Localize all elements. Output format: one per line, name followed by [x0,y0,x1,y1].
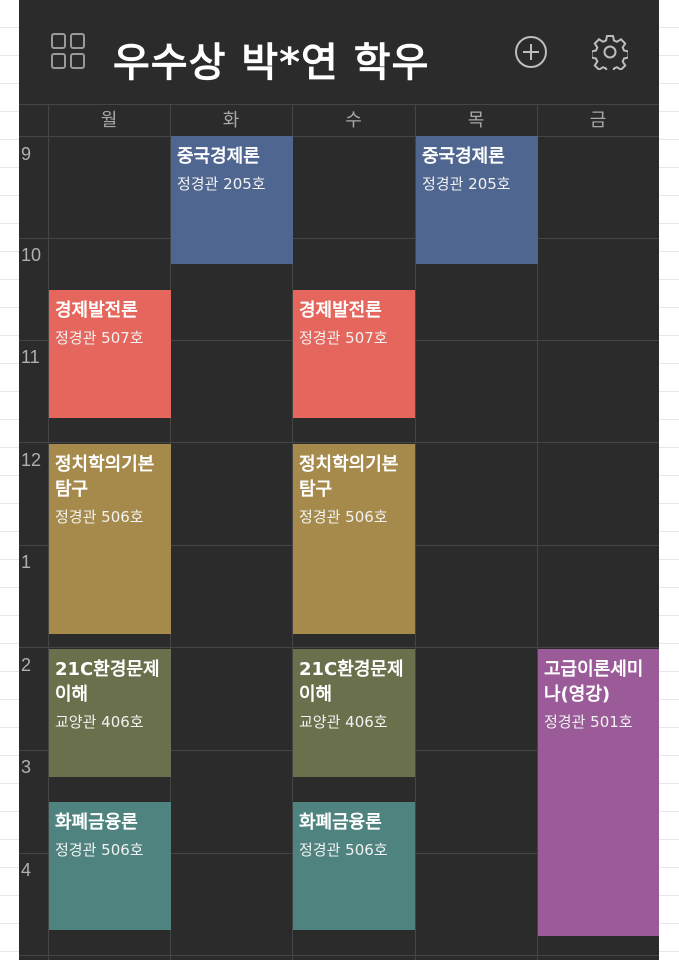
page-title: 우수상 박*연 학우 [113,40,430,86]
class-room: 정경관 506호 [55,841,144,859]
class-block[interactable]: 화폐금융론 정경관 506호 [49,802,171,930]
class-block[interactable]: 화폐금융론 정경관 506호 [293,802,415,930]
hour-label: 11 [21,347,40,367]
grid-line [19,238,659,239]
hour-label: 2 [21,655,32,675]
class-name: 경제발전론 [55,300,138,321]
class-name: 화폐금융론 [299,812,382,833]
grid-icon[interactable] [51,33,85,69]
class-name: 21C환경문제이해 [55,659,160,705]
class-room: 정경관 205호 [177,175,266,193]
class-room: 정경관 501호 [544,713,633,731]
hour-label: 9 [21,144,32,164]
class-name: 중국경제론 [177,146,260,167]
day-label-tue: 화 [222,110,240,131]
class-name: 화폐금융론 [55,812,138,833]
class-room: 정경관 507호 [299,329,388,347]
hour-label: 1 [21,552,32,572]
day-label-wed: 수 [345,110,362,131]
gear-icon[interactable] [592,34,628,70]
class-name: 고급이론세미나(영강) [544,659,644,705]
grid-line [48,104,49,960]
hour-label: 4 [21,860,32,880]
class-name: 경제발전론 [299,300,382,321]
grid-line [19,955,659,956]
class-block[interactable]: 중국경제론 정경관 205호 [171,136,293,264]
day-label-thu: 목 [467,110,485,131]
class-room: 교양관 406호 [299,713,388,731]
app-header: 우수상 박*연 학우 [19,0,659,104]
class-room: 정경관 506호 [55,508,144,526]
grid-line [19,104,659,105]
class-name: 정치학의기본탐구 [55,454,155,500]
grid-line [537,104,538,960]
grid-line [415,104,416,960]
class-block[interactable]: 고급이론세미나(영강) 정경관 501호 [538,649,659,936]
day-label-fri: 금 [589,110,607,131]
class-name: 정치학의기본탐구 [299,454,399,500]
timetable-app: 우수상 박*연 학우 월 화 수 목 금 9 10 11 12 [19,0,659,960]
class-room: 정경관 205호 [422,175,511,193]
weekday-header: 월 화 수 목 금 [19,104,659,136]
class-room: 정경관 507호 [55,329,144,347]
class-block[interactable]: 경제발전론 정경관 507호 [49,290,171,418]
class-block[interactable]: 경제발전론 정경관 507호 [293,290,415,418]
class-name: 중국경제론 [422,146,505,167]
class-room: 정경관 506호 [299,508,388,526]
hour-label: 10 [21,245,42,265]
class-name: 21C환경문제이해 [299,659,404,705]
grid-line [292,104,293,960]
class-block[interactable]: 중국경제론 정경관 205호 [416,136,538,264]
class-room: 정경관 506호 [299,841,388,859]
class-room: 교양관 406호 [55,713,144,731]
class-block[interactable]: 21C환경문제이해 교양관 406호 [49,649,171,777]
day-label-mon: 월 [100,110,118,131]
grid-line [19,647,659,648]
class-block[interactable]: 정치학의기본탐구 정경관 506호 [293,444,415,634]
hour-label: 3 [21,757,32,777]
grid-line [19,136,659,137]
class-block[interactable]: 21C환경문제이해 교양관 406호 [293,649,415,777]
class-block[interactable]: 정치학의기본탐구 정경관 506호 [49,444,171,634]
grid-line [19,442,659,443]
plus-circle-icon[interactable] [514,35,548,69]
hour-label: 12 [21,450,42,470]
